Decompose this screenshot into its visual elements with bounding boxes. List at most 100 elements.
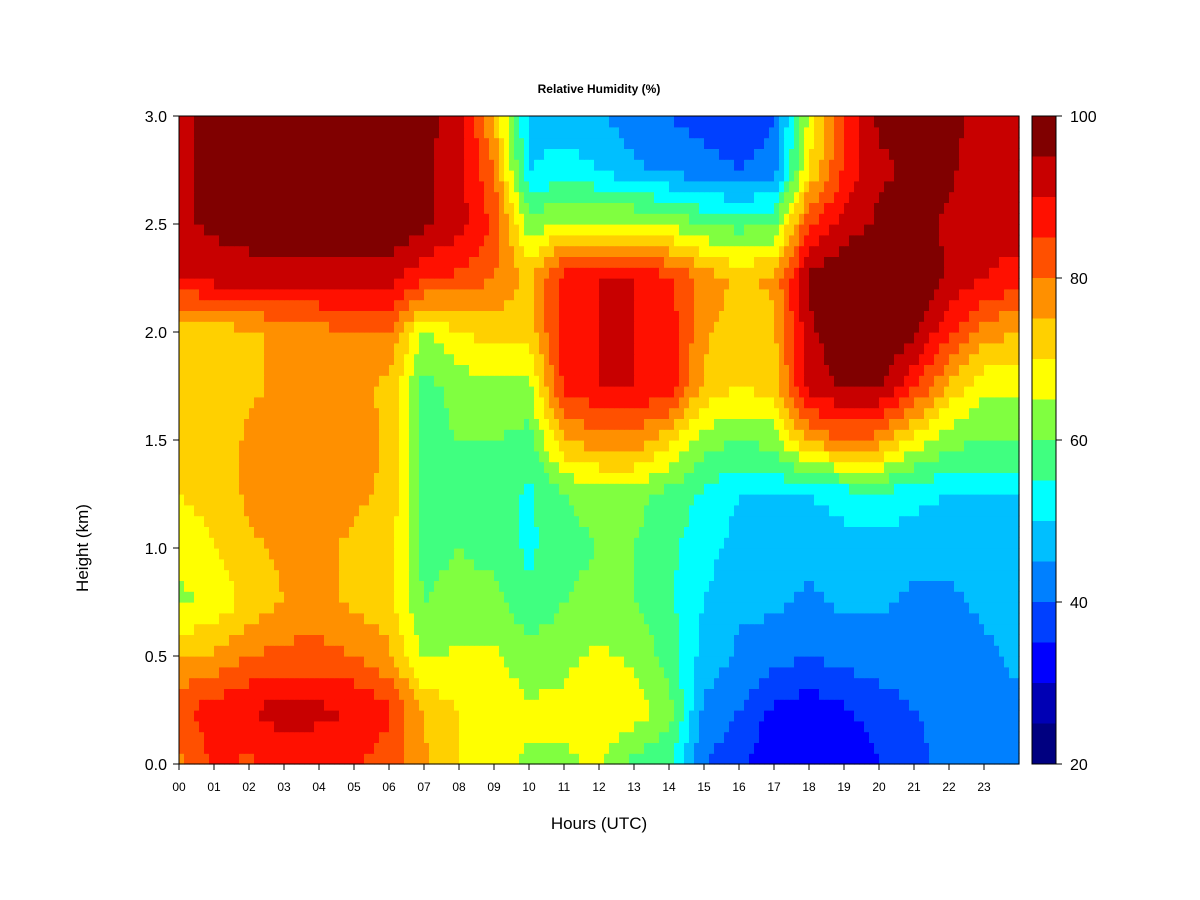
heatmap-cell xyxy=(1009,688,1015,700)
heatmap-cell xyxy=(244,494,250,506)
heatmap-cell xyxy=(309,440,315,452)
heatmap-cell xyxy=(374,602,380,614)
heatmap-cell xyxy=(989,699,995,711)
heatmap-cell xyxy=(319,569,325,581)
heatmap-cell xyxy=(884,472,890,484)
heatmap-cell xyxy=(624,504,630,517)
heatmap-cell xyxy=(509,526,515,538)
heatmap-cell xyxy=(539,548,545,560)
heatmap-cell xyxy=(499,656,505,668)
heatmap-cell xyxy=(659,494,665,506)
heatmap-cell xyxy=(394,753,400,765)
heatmap-cell xyxy=(549,656,555,668)
heatmap-cell xyxy=(879,645,885,657)
heatmap-cell xyxy=(254,699,260,711)
heatmap-cell xyxy=(539,699,545,711)
heatmap-cell xyxy=(904,720,910,733)
heatmap-cell xyxy=(579,677,585,689)
heatmap-cell xyxy=(779,537,785,549)
heatmap-cell xyxy=(699,602,705,614)
heatmap-cell xyxy=(534,666,540,679)
heatmap-cell xyxy=(304,634,310,646)
heatmap-cell xyxy=(744,580,750,592)
heatmap-cell xyxy=(704,526,710,538)
heatmap-cell xyxy=(324,699,330,711)
heatmap-cell xyxy=(349,699,355,711)
heatmap-cell xyxy=(644,710,650,722)
heatmap-cell xyxy=(569,634,575,646)
heatmap-cell xyxy=(549,558,555,571)
heatmap-cell xyxy=(634,440,640,452)
heatmap-cell xyxy=(334,526,340,538)
heatmap-cell xyxy=(544,645,550,657)
heatmap-cell xyxy=(529,526,535,538)
heatmap-cell xyxy=(404,742,410,754)
heatmap-cell xyxy=(474,656,480,668)
heatmap-cell xyxy=(564,656,570,668)
heatmap-cell xyxy=(764,450,770,463)
heatmap-cell xyxy=(624,623,630,635)
heatmap-cell xyxy=(399,623,405,635)
heatmap-cell xyxy=(649,720,655,733)
heatmap-cell xyxy=(489,483,495,495)
heatmap-cell xyxy=(564,537,570,549)
heatmap-cell xyxy=(469,591,475,603)
heatmap-cell xyxy=(979,623,985,635)
heatmap-cell xyxy=(404,731,410,743)
heatmap-cell xyxy=(659,461,665,473)
heatmap-cell xyxy=(899,623,905,635)
heatmap-cell xyxy=(584,440,590,452)
heatmap-cell xyxy=(1009,558,1015,571)
heatmap-cell xyxy=(229,504,235,517)
heatmap-cell xyxy=(914,472,920,484)
heatmap-cell xyxy=(1009,461,1015,473)
heatmap-cell xyxy=(199,504,205,517)
heatmap-cell xyxy=(739,602,745,614)
heatmap-cell xyxy=(579,537,585,549)
heatmap-cell xyxy=(219,461,225,473)
heatmap-cell xyxy=(329,688,335,700)
heatmap-cell xyxy=(964,472,970,484)
heatmap-cell xyxy=(649,569,655,581)
heatmap-cell xyxy=(924,526,930,538)
heatmap-cell xyxy=(444,731,450,743)
heatmap-cell xyxy=(939,450,945,463)
heatmap-cell xyxy=(654,504,660,517)
heatmap-cell xyxy=(879,461,885,473)
heatmap-cell xyxy=(204,440,210,452)
heatmap-cell xyxy=(349,710,355,722)
heatmap-cell xyxy=(254,677,260,689)
heatmap-cell xyxy=(814,710,820,722)
heatmap-cell xyxy=(884,666,890,679)
heatmap-cell xyxy=(724,558,730,571)
heatmap-cell xyxy=(414,537,420,549)
heatmap-cell xyxy=(434,634,440,646)
heatmap-cell xyxy=(674,656,680,668)
heatmap-cell xyxy=(249,504,255,517)
heatmap-cell xyxy=(679,569,685,581)
heatmap-cell xyxy=(759,677,765,689)
heatmap-cell xyxy=(609,548,615,560)
heatmap-cell xyxy=(464,450,470,463)
heatmap-cell xyxy=(559,569,565,581)
heatmap-cell xyxy=(739,461,745,473)
heatmap-cell xyxy=(369,612,375,625)
heatmap-cell xyxy=(569,753,575,765)
heatmap-cell xyxy=(509,656,515,668)
heatmap-cell xyxy=(999,591,1005,603)
heatmap-cell xyxy=(394,494,400,506)
heatmap-cell xyxy=(549,699,555,711)
heatmap-cell xyxy=(789,537,795,549)
heatmap-cell xyxy=(724,612,730,625)
heatmap-cell xyxy=(579,461,585,473)
heatmap-cell xyxy=(969,483,975,495)
heatmap-cell xyxy=(464,710,470,722)
heatmap-cell xyxy=(474,753,480,765)
heatmap-cell xyxy=(844,569,850,581)
heatmap-cell xyxy=(634,537,640,549)
heatmap-cell xyxy=(379,548,385,560)
heatmap-cell xyxy=(679,461,685,473)
heatmap-cell xyxy=(349,591,355,603)
heatmap-cell xyxy=(239,526,245,538)
heatmap-cell xyxy=(754,580,760,592)
